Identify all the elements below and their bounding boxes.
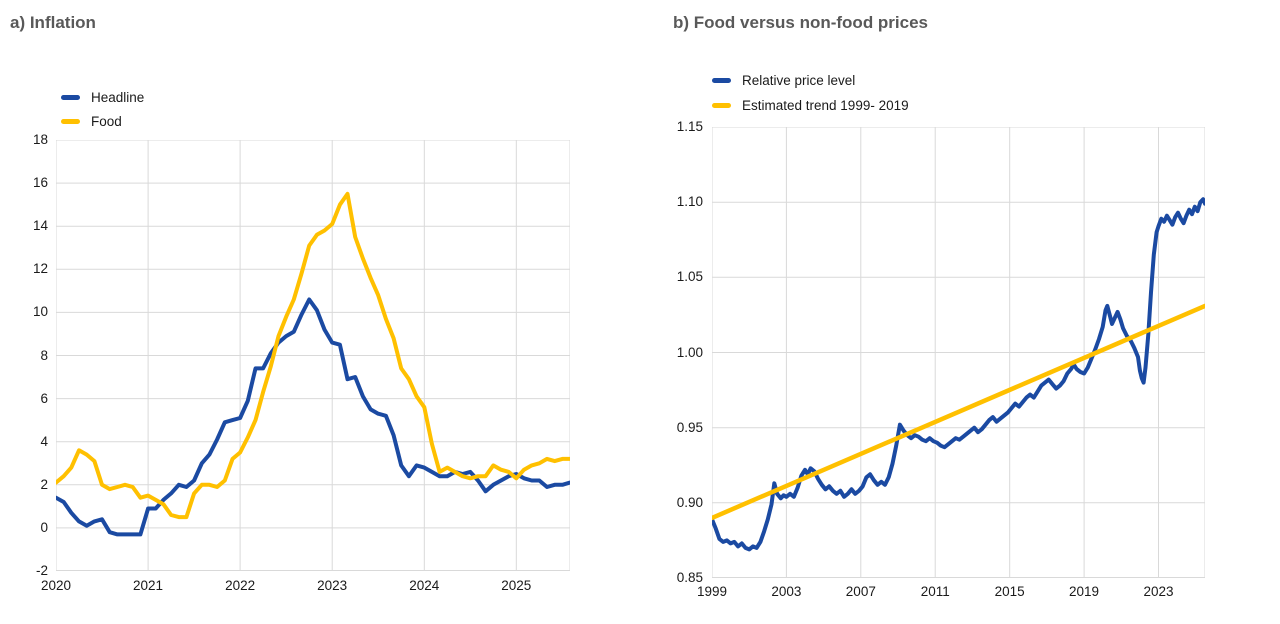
y-tick-label: 8 (40, 347, 48, 363)
series-line (712, 197, 1205, 552)
y-tick-label: 1.00 (676, 344, 703, 360)
legend-label: Headline (91, 89, 145, 105)
headline-series-swatch (61, 94, 80, 100)
x-tick-label: 1999 (696, 584, 728, 599)
legend-label: Relative price level (742, 72, 856, 88)
y-tick-label: 16 (32, 175, 48, 191)
legend-item-food: Food (61, 112, 122, 130)
y-tick-label: 1.10 (676, 194, 703, 210)
x-tick-label: 2011 (920, 584, 950, 599)
chart-b-title: b) Food versus non-food prices (673, 13, 929, 32)
legend-item-headline: Headline (61, 88, 144, 106)
y-tick-label: 1.15 (676, 119, 703, 134)
x-tick-label: 2024 (409, 578, 440, 593)
chart-a-title: a) Inflation (10, 13, 96, 32)
y-tick-label: 1.05 (676, 269, 703, 285)
y-tick-label: 0.85 (676, 570, 703, 585)
y-tick-label: 4 (40, 433, 48, 449)
trend-series-swatch (712, 102, 731, 108)
legend-label: Food (91, 113, 122, 129)
x-tick-label: 2021 (133, 578, 164, 593)
y-tick-label: 10 (32, 304, 48, 320)
series-line (712, 303, 1205, 521)
x-tick-label: 2025 (501, 578, 532, 593)
y-tick-label: 14 (32, 218, 48, 234)
x-tick-label: 2019 (1069, 584, 1100, 599)
y-tick-label: -2 (35, 563, 48, 578)
y-tick-label: 0 (40, 519, 48, 535)
y-tick-label: 6 (40, 390, 48, 406)
x-tick-label: 2007 (845, 584, 876, 599)
x-tick-label: 2003 (771, 584, 802, 599)
relative-price-plot-area (712, 127, 1205, 578)
inflation-plot-area (56, 140, 570, 571)
x-tick-label: 2022 (225, 578, 256, 593)
y-tick-label: 2 (40, 476, 48, 492)
y-tick-label: 12 (32, 261, 48, 277)
y-tick-label: 0.90 (676, 494, 703, 510)
x-tick-label: 2015 (994, 584, 1025, 599)
y-tick-label: 0.95 (676, 419, 703, 435)
relative-price-series-swatch (712, 77, 731, 83)
y-tick-label: 18 (32, 132, 48, 147)
series-line (56, 191, 570, 520)
x-tick-label: 2023 (1143, 584, 1174, 599)
legend-label: Estimated trend 1999- 2019 (742, 97, 909, 113)
food-series-swatch (61, 118, 80, 124)
series-line (56, 297, 570, 537)
x-tick-label: 2020 (40, 578, 72, 593)
legend-item-relative-price: Relative price level (712, 71, 855, 89)
x-tick-label: 2023 (317, 578, 348, 593)
legend-item-estimated-trend: Estimated trend 1999- 2019 (712, 96, 909, 114)
